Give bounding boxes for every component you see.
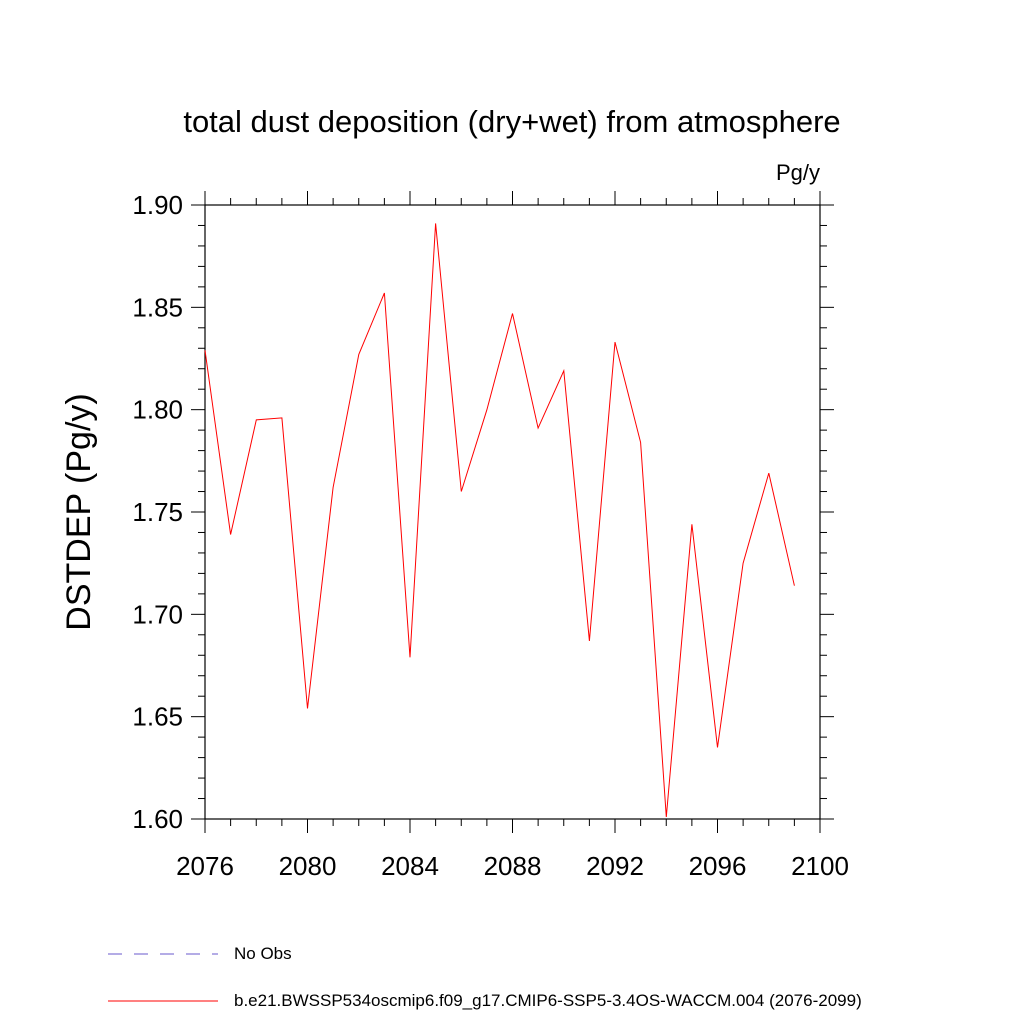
plot-frame: [204, 204, 821, 820]
y-tick-label: 1.65: [132, 702, 183, 732]
series-line-0: [204, 223, 795, 818]
x-tick-label: 2100: [791, 851, 849, 881]
y-tick-label: 1.85: [132, 292, 183, 322]
x-tick-label: 2092: [586, 851, 644, 881]
y-tick-label: 1.70: [132, 599, 183, 629]
y-tick-label: 1.90: [132, 190, 183, 220]
x-tick-labels: 2076 2080 2084 2088 2092 2096 2100: [176, 851, 849, 881]
x-tick-label: 2096: [689, 851, 747, 881]
legend: No Obs b.e21.BWSSP534oscmip6.f09_g17.CMI…: [108, 944, 862, 1010]
y-tick-labels: 1.60 1.65 1.70 1.75 1.80 1.85 1.90: [132, 190, 183, 834]
x-tick-label: 2084: [381, 851, 439, 881]
axis-ticks: [191, 191, 834, 833]
y-tick-label: 1.75: [132, 497, 183, 527]
chart-title: total dust deposition (dry+wet) from atm…: [183, 104, 840, 139]
x-tick-label: 2088: [484, 851, 542, 881]
y-axis-label: DSTDEP (Pg/y): [60, 393, 98, 630]
legend-label-no-obs: No Obs: [234, 944, 292, 963]
x-tick-label: 2080: [279, 851, 337, 881]
legend-label-model: b.e21.BWSSP534oscmip6.f09_g17.CMIP6-SSP5…: [234, 991, 862, 1010]
y-tick-label: 1.60: [132, 804, 183, 834]
series-lines: [204, 223, 795, 818]
units-label: Pg/y: [776, 160, 820, 185]
x-tick-label: 2076: [176, 851, 234, 881]
y-tick-label: 1.80: [132, 395, 183, 425]
